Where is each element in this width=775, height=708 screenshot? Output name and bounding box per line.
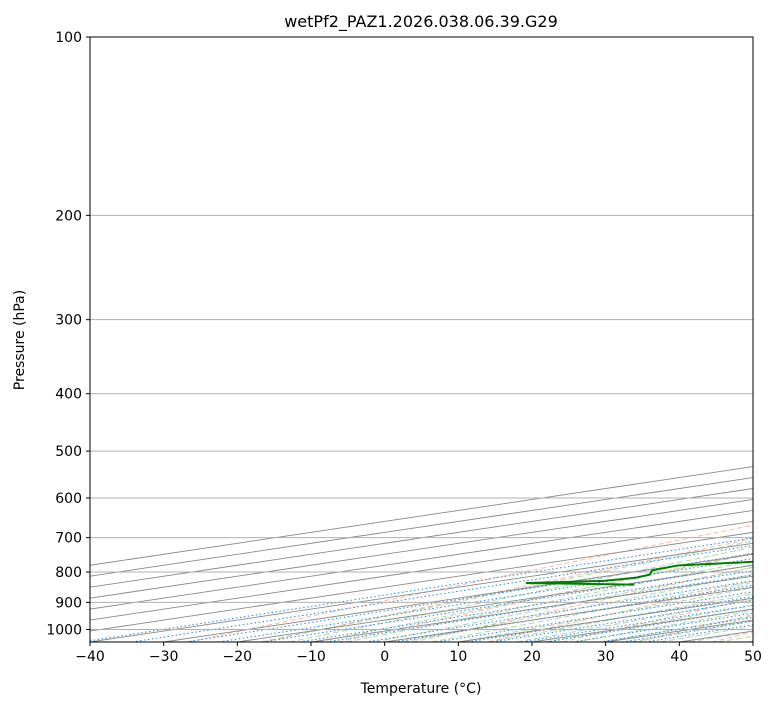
y-tick-label: 800 — [55, 565, 82, 581]
y-tick-label: 400 — [55, 387, 82, 403]
y-tick-label: 1000 — [46, 622, 82, 638]
mixing-ratio-line — [599, 616, 753, 642]
moist-adiabat-line — [431, 580, 753, 642]
y-tick-label: 900 — [55, 595, 82, 611]
mixing-ratio-line — [90, 537, 753, 642]
y-tick-label: 600 — [55, 491, 82, 507]
isotherm-line — [90, 520, 753, 621]
moist-adiabat-line — [374, 566, 753, 642]
x-tick-label: −30 — [149, 649, 179, 665]
moist-adiabat-line — [516, 599, 753, 642]
dry-adiabat-line — [562, 597, 753, 642]
y-tick-label: 700 — [55, 531, 82, 547]
x-tick-label: 0 — [380, 649, 389, 665]
plot-frame — [89, 36, 754, 643]
x-tick-label: −10 — [296, 649, 326, 665]
y-axis-label: Pressure (hPa) — [12, 290, 28, 390]
x-tick-label: 30 — [597, 649, 615, 665]
isotherm-line — [752, 641, 753, 642]
isotherm-line — [90, 477, 753, 577]
x-tick-label: 10 — [449, 649, 467, 665]
dry-adiabat-line — [188, 524, 753, 642]
y-tick-label: 200 — [55, 208, 82, 224]
isotherm-line — [90, 488, 753, 588]
y-tick-label: 500 — [55, 444, 82, 460]
mixing-ratio-line — [185, 553, 753, 642]
mixing-ratio-line — [131, 544, 753, 642]
chart-title: wetPf2_PAZ1.2026.038.06.39.G29 — [284, 12, 558, 32]
x-tick-label: 20 — [523, 649, 541, 665]
moist-adiabat-line — [260, 540, 753, 642]
mixing-ratio-line — [546, 608, 753, 642]
moist-adiabat-line — [487, 593, 753, 642]
mixing-ratio-line — [522, 604, 753, 642]
x-tick-label: 50 — [744, 649, 762, 665]
moist-adiabat-line — [288, 546, 753, 642]
y-tick-label: 300 — [55, 313, 82, 329]
dry-adiabat-line — [412, 566, 753, 642]
x-tick-label: −20 — [223, 649, 253, 665]
x-axis-label: Temperature (°C) — [360, 681, 482, 697]
dry-adiabat-line — [263, 538, 753, 642]
mixing-ratio-line — [218, 558, 753, 642]
moist-adiabat-line — [346, 560, 753, 642]
isotherm-line — [90, 509, 753, 610]
x-tick-label: 40 — [670, 649, 688, 665]
mixing-ratio-line — [492, 599, 753, 642]
isotherm-line — [90, 531, 753, 632]
background-lines — [90, 37, 753, 642]
mixing-ratio-line — [572, 612, 753, 642]
axis-layer: −40 −30 −20 −10 0 10 20 30 40 50 100 200 300 400 500 60… — [46, 30, 762, 665]
y-tick-label: 100 — [55, 30, 82, 46]
isotherm-line — [90, 466, 753, 566]
x-tick-label: −40 — [75, 649, 105, 665]
plot-background — [90, 37, 753, 642]
isotherm-line — [90, 499, 753, 599]
